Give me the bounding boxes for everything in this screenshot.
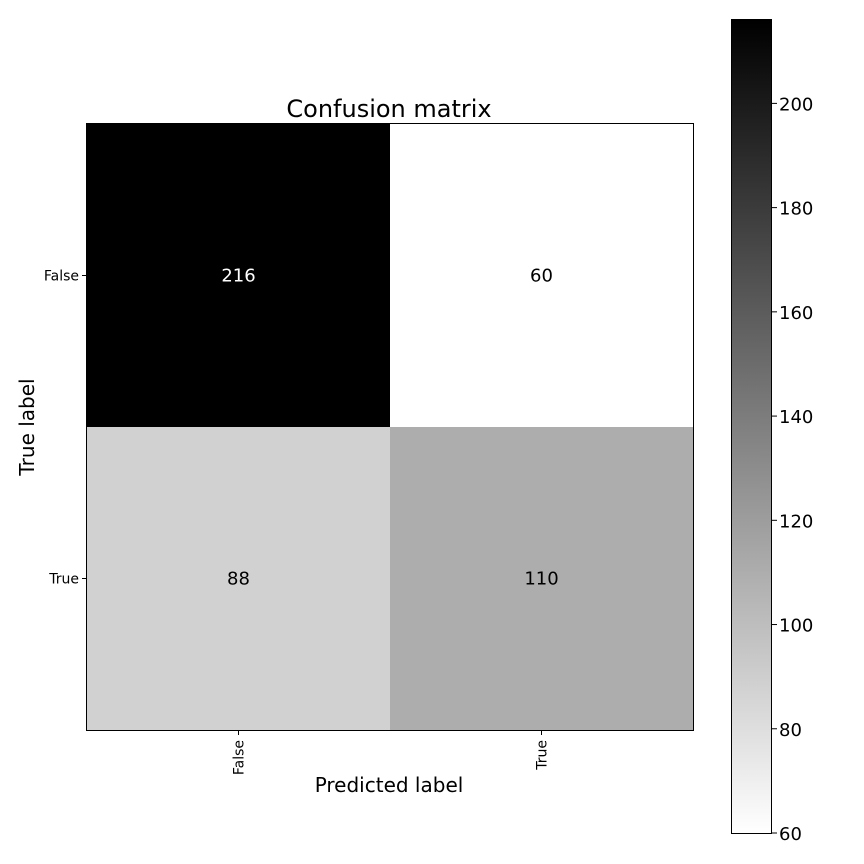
heatmap-cell-0-0 bbox=[87, 124, 390, 427]
colorbar-tick-label: 100 bbox=[779, 616, 813, 637]
cell-value-label: 88 bbox=[227, 569, 250, 590]
colorbar-tick-label: 160 bbox=[779, 303, 813, 324]
heatmap-cells: 216 60 88 110 bbox=[87, 124, 693, 730]
cell-value-label: 216 bbox=[221, 266, 255, 287]
x-axis-ticks: False True bbox=[232, 730, 551, 775]
x-tick-label: True bbox=[535, 740, 551, 771]
plot-frame bbox=[86, 123, 694, 731]
colorbar-ticks: 60 80 100 120 140 160 180 200 bbox=[772, 94, 813, 845]
y-tick-label: False bbox=[44, 269, 79, 285]
y-tick-label: True bbox=[48, 572, 79, 588]
colorbar-tick-label: 60 bbox=[779, 824, 802, 845]
colorbar bbox=[731, 19, 772, 834]
colorbar-tick-label: 180 bbox=[779, 199, 813, 220]
heatmap-cell-0-1 bbox=[390, 124, 693, 427]
colorbar-tick-label: 120 bbox=[779, 511, 813, 532]
y-axis-label: True label bbox=[15, 378, 39, 476]
colorbar-tick-label: 140 bbox=[779, 407, 813, 428]
heatmap-cell-1-1 bbox=[390, 427, 693, 730]
x-axis-label: Predicted label bbox=[315, 773, 464, 797]
heatmap-cell-1-0 bbox=[87, 427, 390, 730]
cell-value-label: 110 bbox=[524, 569, 558, 590]
colorbar-tick-label: 80 bbox=[779, 720, 802, 741]
y-axis-ticks: False True bbox=[44, 269, 87, 588]
cell-value-label: 60 bbox=[530, 266, 553, 287]
x-tick-label: False bbox=[232, 740, 248, 775]
colorbar-tick-label: 200 bbox=[779, 94, 813, 115]
chart-title: Confusion matrix bbox=[286, 95, 491, 123]
